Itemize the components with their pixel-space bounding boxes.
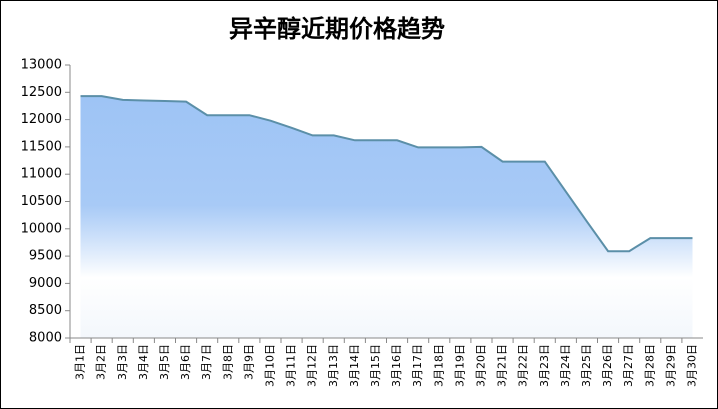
x-tick-label: 3月13日 [327,344,340,387]
area [80,96,693,338]
y-tick-label: 10500 [21,194,62,209]
x-tick-label: 3月19日 [453,344,466,387]
x-tick-label: 3月27日 [622,344,635,387]
x-tick-label: 3月4日 [137,344,150,380]
x-tick-label: 3月23日 [538,344,551,387]
x-tick-label: 3月25日 [580,344,593,387]
x-tick-label: 3月15日 [369,344,382,387]
y-tick-label: 13000 [21,58,62,73]
x-tick-label: 3月10日 [263,344,276,387]
x-tick-label: 3月1日 [74,344,87,380]
x-tick-label: 3月11日 [285,344,298,387]
y-tick-label: 12500 [21,85,62,100]
x-tick-label: 3月29日 [664,344,677,387]
x-tick-label: 3月14日 [348,344,361,387]
x-tick-label: 3月28日 [643,344,656,387]
y-tick-label: 10000 [21,221,62,236]
line [80,95,693,253]
x-tick-label: 3月9日 [242,344,255,380]
x-tick-label: 3月17日 [411,344,424,387]
y-tick-label: 11000 [21,167,62,182]
x-tick-label: 3月12日 [306,344,319,387]
x-tick-label: 3月5日 [158,344,171,380]
x-tick-label: 3月22日 [517,344,530,387]
x-tick-label: 3月26日 [601,344,614,387]
y-tick-label: 9500 [29,249,62,264]
y-tick-label: 12000 [21,112,62,127]
y-tick-label: 8500 [29,303,62,318]
x-tick-label: 3月30日 [685,344,698,387]
x-tick-label: 3月24日 [559,344,572,387]
x-tick-label: 3月3日 [116,344,129,380]
x-tick-label: 3月21日 [496,344,509,387]
y-tick-label: 8000 [29,331,62,346]
chart-title: 异辛醇近期价格趋势 [229,15,445,43]
y-tick-label: 11500 [21,139,62,154]
x-tick-label: 3月7日 [200,344,213,380]
x-tick-label: 3月20日 [474,344,487,387]
y-tick-label: 9000 [29,276,62,291]
x-tick-label: 3月18日 [432,344,445,387]
x-tick-label: 3月16日 [390,344,403,387]
x-tick-label: 3月8日 [221,344,234,380]
x-tick-label: 3月6日 [179,344,192,380]
x-tick-label: 3月2日 [95,344,108,380]
